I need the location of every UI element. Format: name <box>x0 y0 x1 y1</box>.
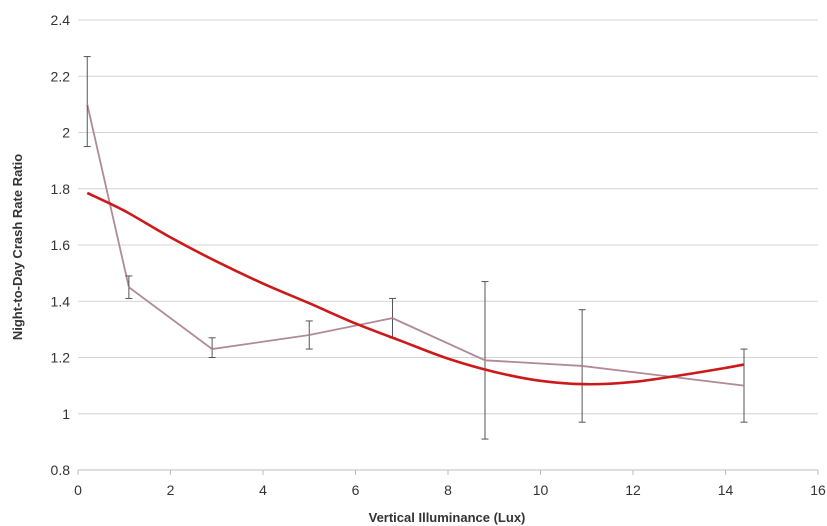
error-bar <box>83 56 91 148</box>
y-tick-label: 1 <box>62 406 70 422</box>
error-bar <box>481 281 489 440</box>
axes <box>77 469 819 475</box>
y-tick-label: 1.6 <box>51 237 71 253</box>
y-tick-label: 2 <box>62 125 70 141</box>
y-tick-label: 2.4 <box>51 12 71 28</box>
x-tick-label: 10 <box>533 482 549 498</box>
y-tick-label: 0.8 <box>51 462 71 478</box>
error-bar <box>578 309 586 423</box>
observed-line <box>86 104 745 387</box>
data-point <box>391 317 394 319</box>
data-point <box>581 365 583 367</box>
data-point <box>128 286 130 288</box>
plot-area <box>83 56 748 440</box>
error-bar <box>208 337 216 358</box>
tick-labels: 0.8 1 1.2 1.4 1.6 1.8 2 2.2 2.4 0 2 4 6 8 10 12 14 16 <box>51 12 826 498</box>
data-point <box>308 334 311 336</box>
y-axis-title: Night-to-Day Crash Rate Ratio <box>10 154 25 340</box>
x-tick-label: 0 <box>74 482 82 498</box>
data-point <box>211 348 213 350</box>
error-bar <box>740 348 748 423</box>
error-bar <box>305 320 313 350</box>
data-point <box>484 359 486 362</box>
y-tick-label: 2.2 <box>51 68 71 84</box>
x-tick-label: 12 <box>625 482 641 498</box>
y-tick-label: 1.2 <box>51 350 71 366</box>
x-tick-label: 16 <box>810 482 826 498</box>
x-tick-label: 6 <box>352 482 360 498</box>
x-tick-label: 2 <box>167 482 175 498</box>
data-point <box>743 384 745 387</box>
y-tick-label: 1.4 <box>51 293 71 309</box>
x-tick-label: 4 <box>259 482 267 498</box>
x-tick-label: 8 <box>444 482 452 498</box>
x-axis-title: Vertical Illuminance (Lux) <box>369 510 526 525</box>
y-tick-label: 1.8 <box>51 181 71 197</box>
error-bar <box>125 275 133 299</box>
x-tick-label: 14 <box>718 482 734 498</box>
data-point <box>86 103 89 106</box>
fitted-curve <box>86 191 745 386</box>
gridlines <box>78 19 818 471</box>
